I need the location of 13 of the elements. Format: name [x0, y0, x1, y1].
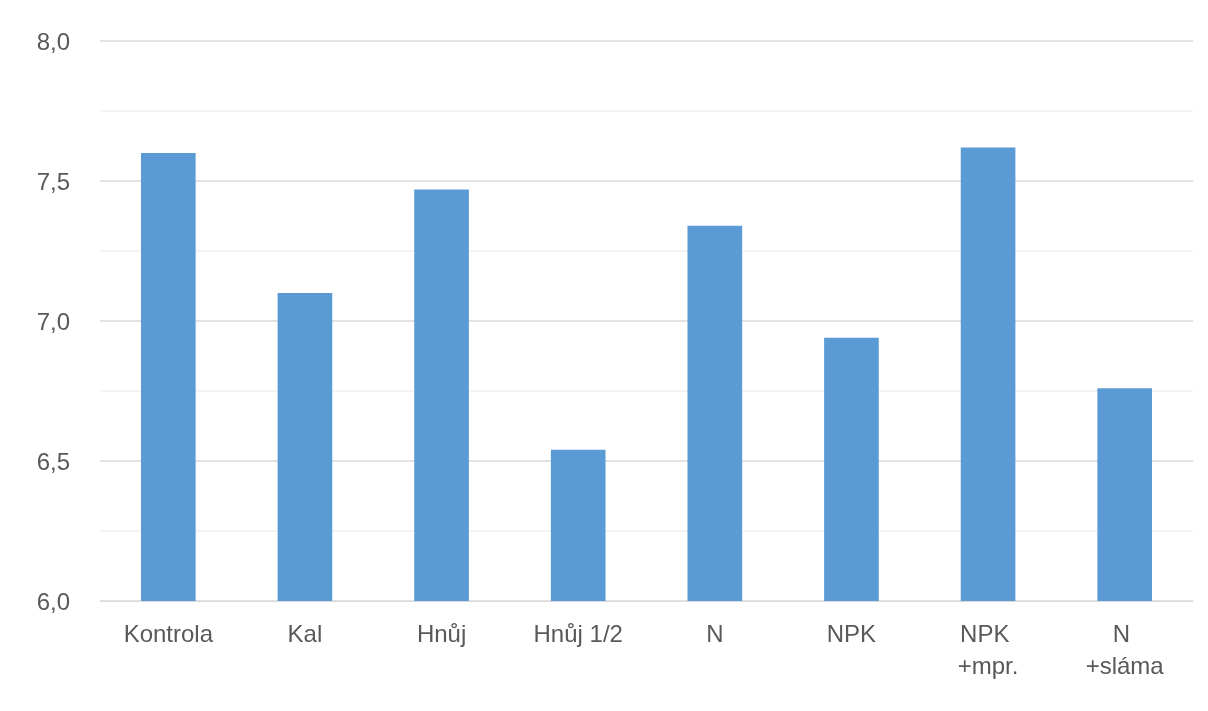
- x-tick-label: N: [706, 619, 724, 647]
- x-tick-label: NPK +mpr.: [957, 619, 1019, 679]
- x-tick-label: Hnůj: [416, 619, 467, 647]
- x-tick-label: Kontrola: [123, 619, 214, 647]
- x-tick-label: NPK: [826, 619, 877, 647]
- y-tick-label: 8,0: [36, 27, 70, 55]
- x-tick-label: Kal: [287, 619, 323, 647]
- y-tick-label: 6,5: [36, 447, 70, 475]
- x-tick-label: Hnůj 1/2: [533, 619, 623, 647]
- y-tick-label: 7,0: [36, 307, 70, 335]
- y-tick-label: 7,5: [36, 167, 70, 195]
- x-tick-label: N +sláma: [1085, 619, 1165, 679]
- y-tick-label: 6,0: [36, 587, 70, 615]
